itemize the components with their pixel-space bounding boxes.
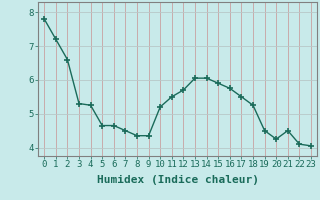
X-axis label: Humidex (Indice chaleur): Humidex (Indice chaleur) [97, 175, 259, 185]
